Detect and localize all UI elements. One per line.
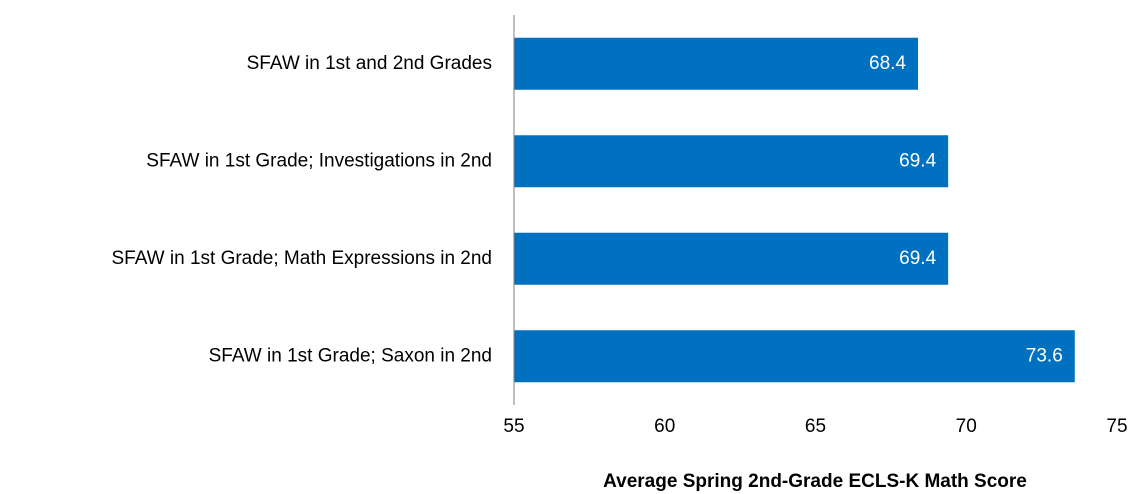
x-tick-label: 75	[1106, 416, 1127, 437]
y-tick-label: SFAW in 1st Grade; Investigations in 2nd	[146, 150, 492, 171]
x-tick-label: 55	[503, 416, 524, 437]
value-label: 68.4	[869, 53, 906, 74]
y-tick-label: SFAW in 1st Grade; Math Expressions in 2…	[111, 248, 492, 269]
y-tick-label: SFAW in 1st and 2nd Grades	[247, 53, 492, 74]
bar	[514, 37, 919, 90]
value-label: 69.4	[899, 150, 936, 171]
bar	[514, 330, 1075, 383]
x-tick-label: 60	[654, 416, 675, 437]
bar	[514, 232, 949, 285]
x-tick-label: 70	[956, 416, 977, 437]
value-label: 73.6	[1026, 345, 1063, 366]
y-tick-label: SFAW in 1st Grade; Saxon in 2nd	[209, 345, 492, 366]
bar	[514, 135, 949, 188]
x-axis-title: Average Spring 2nd-Grade ECLS-K Math Sco…	[603, 471, 1027, 492]
value-label: 69.4	[899, 248, 936, 269]
x-tick-label: 65	[805, 416, 826, 437]
